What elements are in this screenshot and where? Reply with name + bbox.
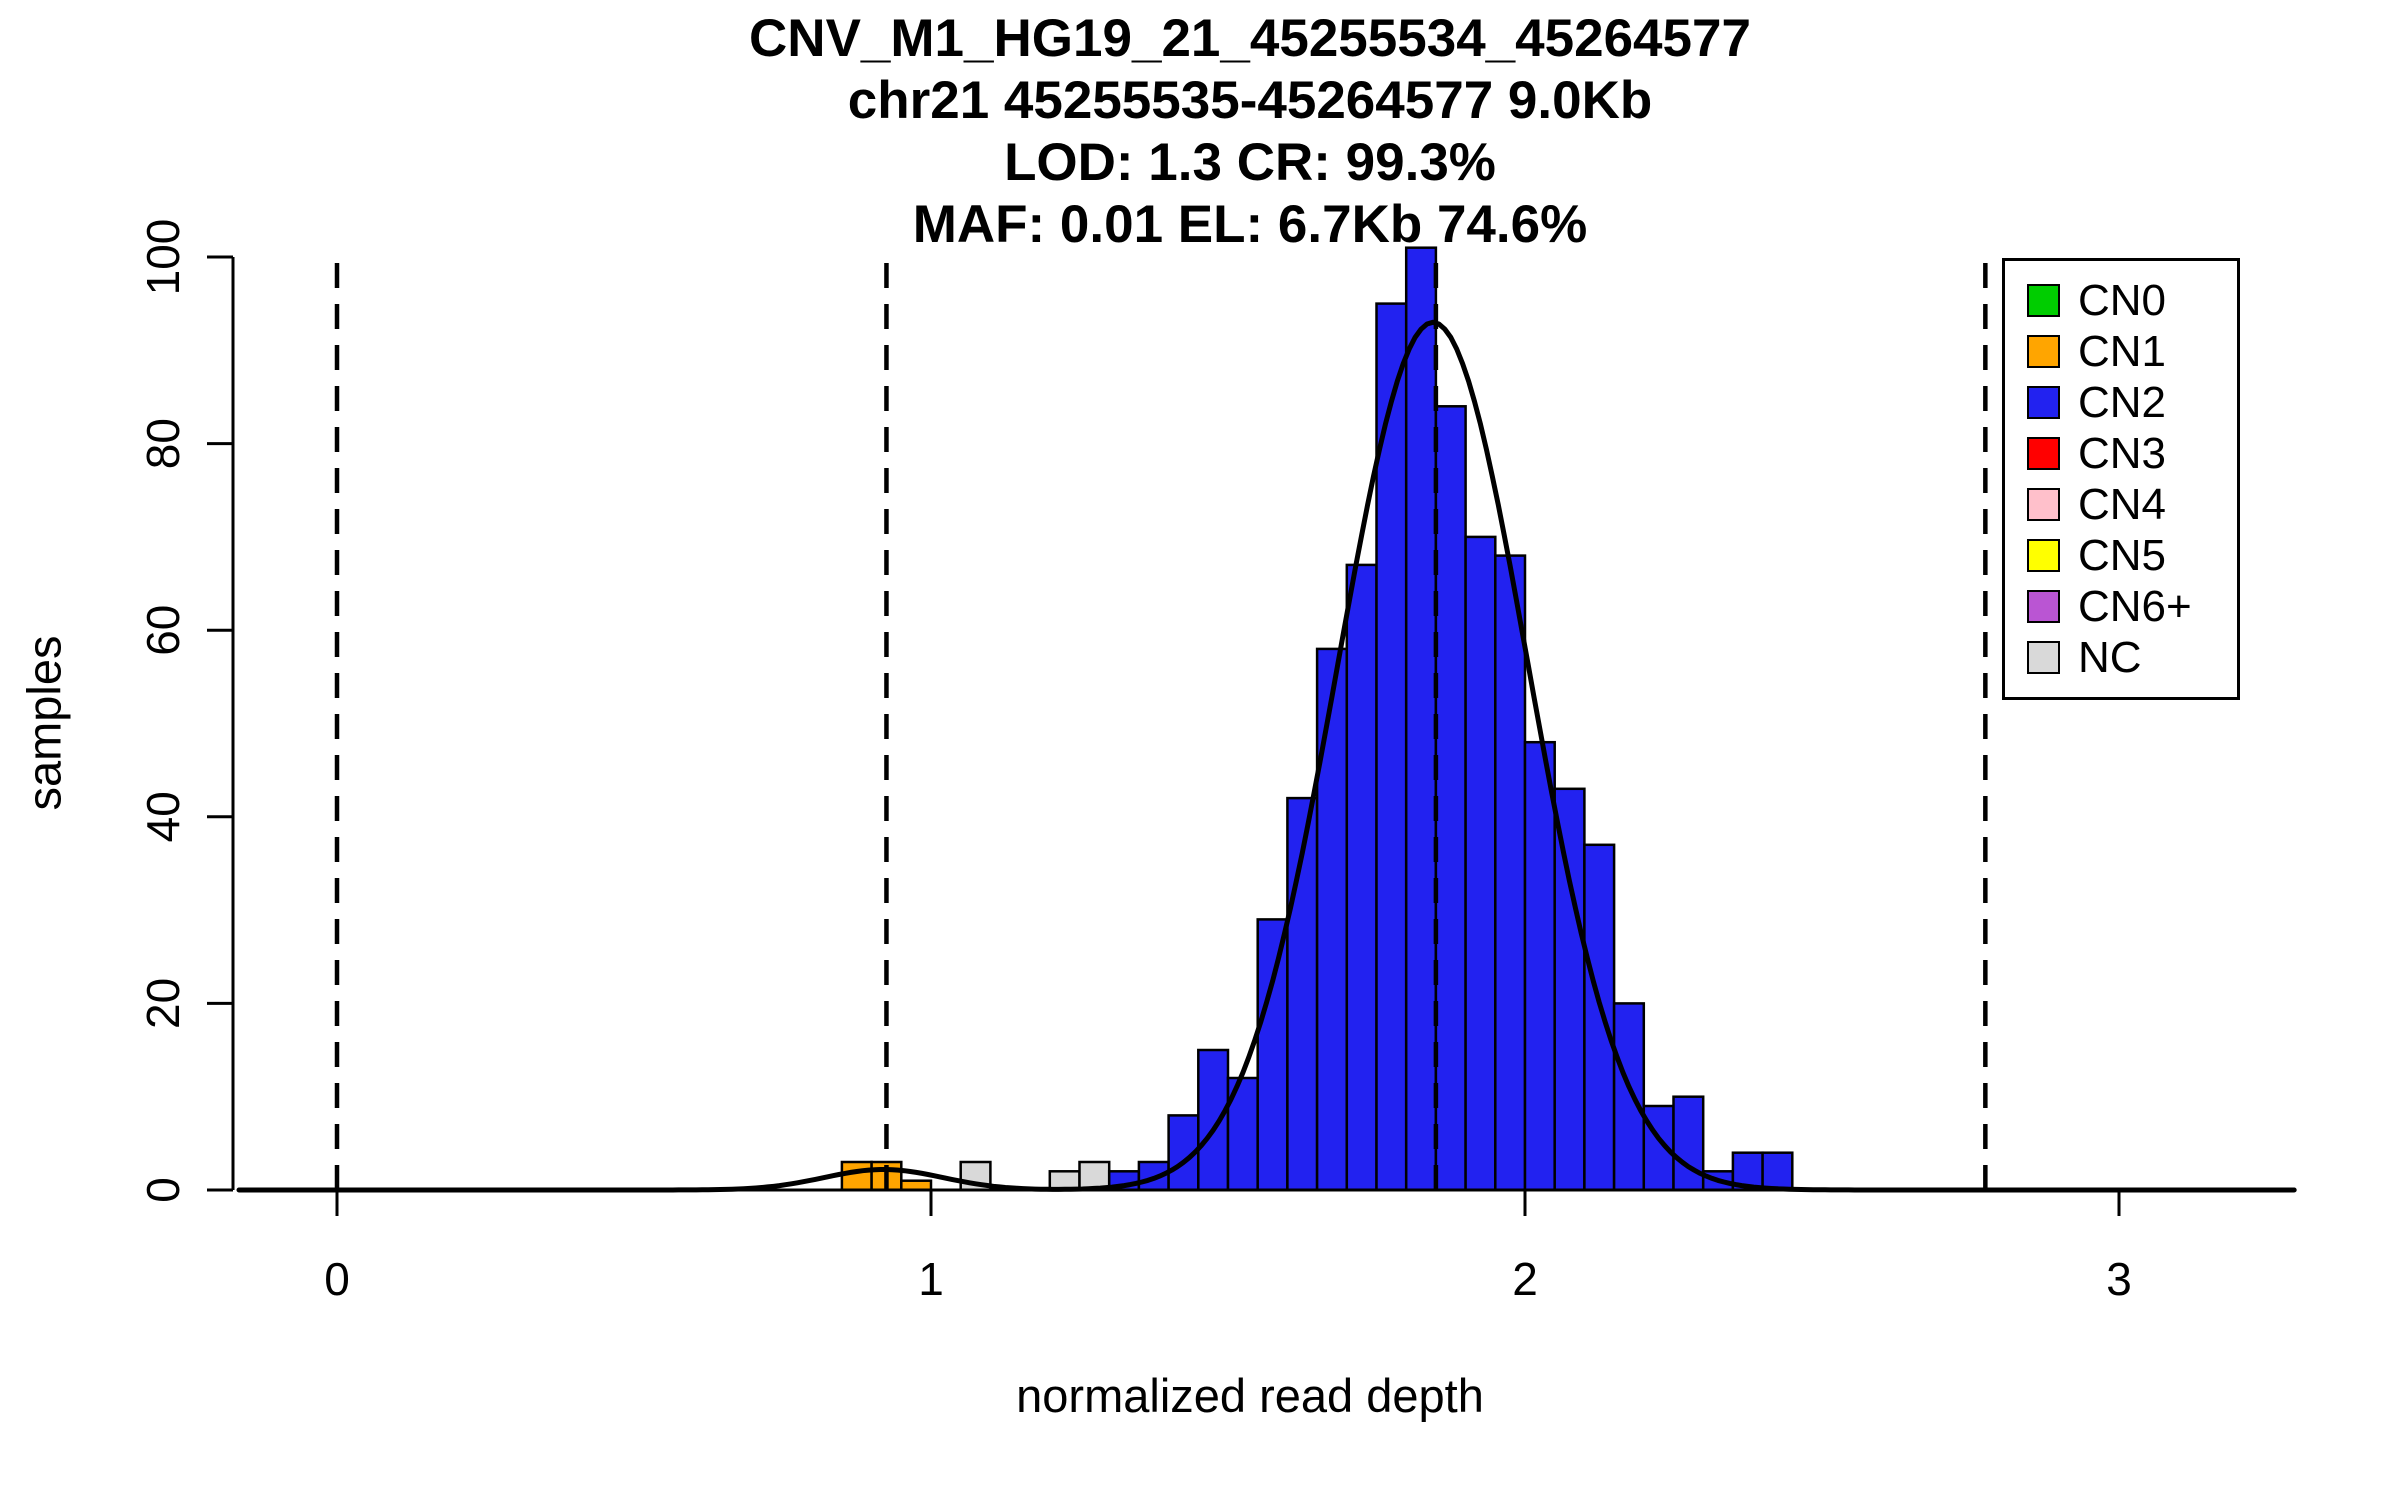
copy-number-dashed-lines	[334, 252, 1988, 1190]
legend-label: CN3	[2078, 428, 2167, 478]
legend-label: CN2	[2078, 377, 2167, 427]
histogram-bar-cn2	[1315, 647, 1349, 1192]
legend-label: CN6+	[2078, 581, 2192, 631]
legend-item-cn5: CN5	[2027, 530, 2227, 581]
legend-label: CN0	[2078, 275, 2167, 325]
legend-label: CN4	[2078, 479, 2167, 529]
histogram-bar-cn2	[1434, 405, 1467, 1192]
y-axis-tick-label: 100	[137, 219, 189, 296]
legend-swatch-icon	[2027, 539, 2060, 572]
title-line-3: LOD: 1.3 CR: 99.3%	[1004, 133, 1496, 192]
title-line-1: CNV_M1_HG19_21_45255534_45264577	[749, 9, 1751, 68]
legend-items: CN0 CN1 CN2 CN3 CN4 CN5 CN6+ NC	[2027, 275, 2227, 683]
legend-item-cn3: CN3	[2027, 428, 2227, 479]
legend-item-cn2: CN2	[2027, 377, 2227, 428]
histogram-bar-cn2	[1731, 1151, 1764, 1192]
legend: CN0 CN1 CN2 CN3 CN4 CN5 CN6+ NC	[2002, 258, 2240, 700]
title-line-4: MAF: 0.01 EL: 6.7Kb 74.6%	[912, 195, 1588, 254]
title-line-2: chr21 45255535-45264577 9.0Kb	[847, 71, 1653, 130]
y-axis-tick-label: 60	[137, 605, 189, 656]
histogram-bar-cn2	[1553, 787, 1586, 1192]
legend-item-cn0: CN0	[2027, 275, 2227, 326]
histogram-bar-cn2	[1464, 535, 1497, 1192]
y-axis-tick-label: 20	[137, 978, 189, 1029]
legend-swatch-icon	[2027, 284, 2060, 317]
legend-swatch-icon	[2027, 641, 2060, 674]
legend-item-cn4: CN4	[2027, 479, 2227, 530]
legend-item-nc: NC	[2027, 632, 2227, 683]
legend-swatch-icon	[2027, 386, 2060, 419]
x-axis-tick-label: 0	[324, 1253, 350, 1305]
legend-swatch-icon	[2027, 437, 2060, 470]
legend-swatch-icon	[2027, 590, 2060, 623]
x-axis-label: normalized read depth	[1016, 1369, 1484, 1422]
legend-item-cn1: CN1	[2027, 326, 2227, 377]
histogram-bar-cn2	[1612, 1002, 1646, 1192]
x-axis-tick-label: 2	[1512, 1253, 1538, 1305]
histogram-bar-cn2	[1761, 1151, 1794, 1192]
legend-label: CN1	[2078, 326, 2167, 376]
x-axis-tick-label: 3	[2106, 1253, 2132, 1305]
histogram-bar-cn2	[1345, 563, 1378, 1192]
x-axis-tick-label: 1	[918, 1253, 944, 1305]
histogram-bar-cn2	[1256, 918, 1289, 1192]
legend-swatch-icon	[2027, 488, 2060, 521]
y-axis-tick-label: 40	[137, 791, 189, 842]
axes: 0 20 40 60 80 100 0 1 2 3	[137, 219, 2132, 1305]
y-axis-tick-label: 0	[137, 1177, 189, 1203]
histogram-bar-cn2	[1404, 246, 1438, 1192]
histogram-bars	[840, 246, 1794, 1192]
histogram-bar-cn2	[1494, 554, 1527, 1192]
histogram-bar-cn1	[840, 1160, 873, 1192]
legend-label: NC	[2078, 632, 2142, 682]
legend-swatch-icon	[2027, 335, 2060, 368]
histogram-bar-cn2	[1583, 843, 1616, 1192]
histogram-bar-cn2	[1672, 1095, 1705, 1192]
histogram-bar-cn2	[1523, 740, 1556, 1192]
legend-item-cn6plus: CN6+	[2027, 581, 2227, 632]
legend-label: CN5	[2078, 530, 2167, 580]
y-axis-tick-label: 80	[137, 418, 189, 469]
plot-title-block: CNV_M1_HG19_21_45255534_45264577 chr21 4…	[749, 8, 1751, 256]
histogram-bar-cn2	[1197, 1048, 1230, 1192]
